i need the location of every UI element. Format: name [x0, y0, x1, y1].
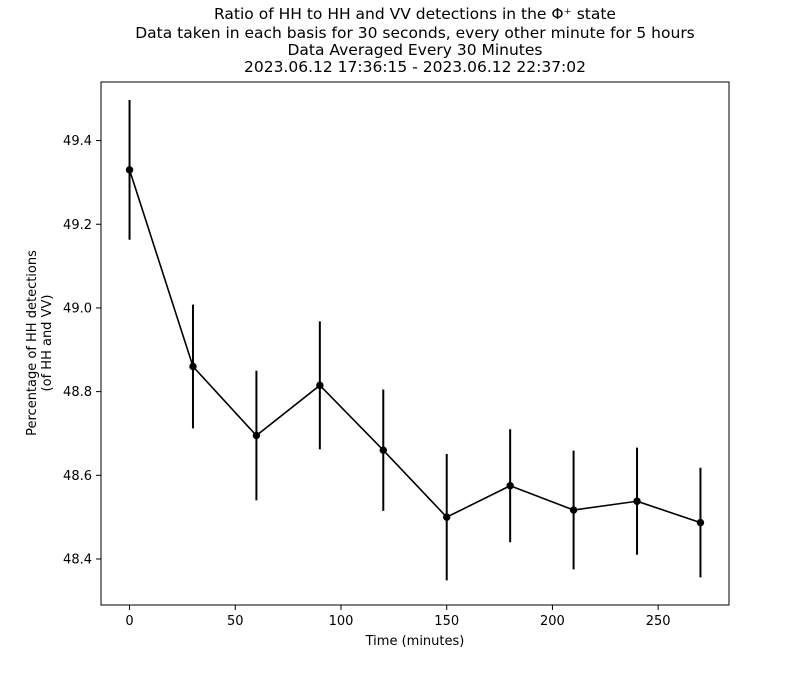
- x-tick-label: 200: [540, 614, 565, 629]
- y-axis-label-line-2: (of HH and VV): [40, 295, 55, 392]
- title-line-1: Ratio of HH to HH and VV detections in t…: [214, 5, 616, 23]
- x-axis-ticks: 0 50 100 150 200 250: [125, 605, 671, 629]
- x-tick-label: 0: [125, 614, 133, 629]
- y-axis-ticks: 48.4 48.6 48.8 49.0 49.2 49.4: [63, 134, 101, 567]
- x-axis-label: Time (minutes): [365, 634, 465, 649]
- x-tick-label: 150: [434, 614, 459, 629]
- plot-frame: [100, 81, 730, 606]
- y-tick-label: 49.2: [63, 218, 92, 233]
- data-point: [125, 166, 134, 174]
- data-point: [189, 362, 197, 371]
- data-point: [379, 446, 387, 454]
- y-tick-label: 49.4: [63, 134, 92, 149]
- data-point: [633, 497, 641, 505]
- data-point: [316, 381, 324, 390]
- x-tick-label: 100: [329, 614, 354, 629]
- y-axis-label: Percentage of HH detections (of HH and V…: [25, 250, 55, 436]
- y-tick-label: 48.4: [63, 552, 92, 567]
- data-point: [506, 482, 514, 490]
- title-line-3: Data Averaged Every 30 Minutes: [288, 41, 543, 59]
- series-line: [128, 169, 701, 524]
- data-point: [443, 513, 451, 521]
- x-tick-label: 250: [646, 614, 671, 629]
- title-line-4: 2023.06.12 17:36:15 - 2023.06.12 22:37:0…: [244, 58, 586, 76]
- x-tick-label: 50: [227, 614, 244, 629]
- y-tick-label: 49.0: [63, 301, 92, 316]
- chart-title: Ratio of HH to HH and VV detections in t…: [135, 5, 695, 76]
- y-axis-label-line-1: Percentage of HH detections: [25, 250, 40, 436]
- y-tick-label: 48.6: [63, 469, 92, 484]
- plot-content: [125, 99, 705, 581]
- data-point: [696, 518, 705, 527]
- title-line-2: Data taken in each basis for 30 seconds,…: [135, 24, 695, 42]
- data-point: [569, 506, 578, 514]
- data-point: [252, 431, 261, 440]
- y-tick-label: 48.8: [63, 385, 92, 400]
